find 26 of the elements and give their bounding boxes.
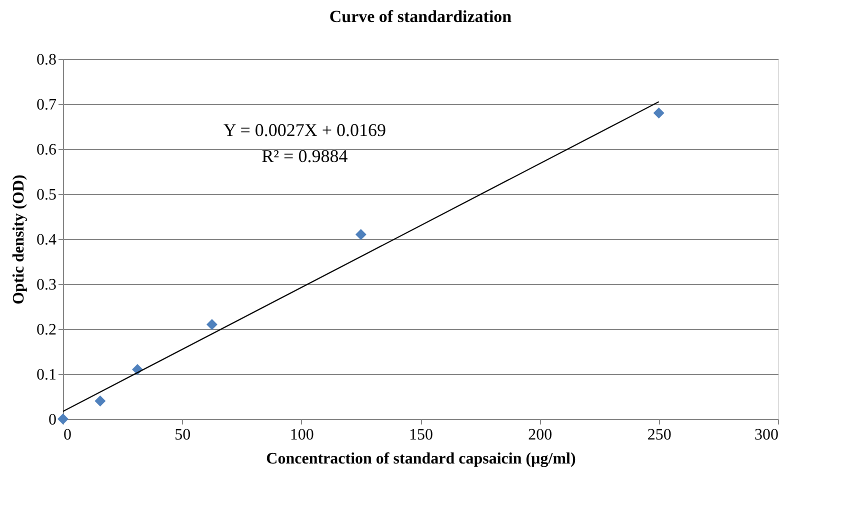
x-axis-title: Concentraction of standard capsaicin (µg/ml) xyxy=(266,450,576,468)
x-tick-label: 150 xyxy=(409,426,433,444)
y-tick-label: 0 xyxy=(48,412,56,428)
x-tick-label: 250 xyxy=(647,426,672,444)
y-tick-label: 0.1 xyxy=(36,366,56,384)
point xyxy=(653,108,664,118)
point xyxy=(206,319,218,330)
x-tick-label: 100 xyxy=(290,426,314,444)
y-tick-label: 0.5 xyxy=(36,186,56,204)
y-tick-label: 0.3 xyxy=(36,276,56,294)
point xyxy=(355,229,366,240)
annotation: R² = 0.9884 xyxy=(262,146,348,166)
x-tick-label: 200 xyxy=(528,426,552,444)
point xyxy=(58,414,68,424)
chart-title: Curve of standardization xyxy=(329,7,512,26)
annotation: Y = 0.0027X + 0.0169 xyxy=(223,120,386,140)
x-tick-label: 300 xyxy=(754,426,778,444)
x-tick-label: 0 xyxy=(64,426,72,444)
x-tick-label: 50 xyxy=(174,426,191,444)
y-tick-label: 0.2 xyxy=(36,322,56,338)
y-tick-label: 0.7 xyxy=(36,96,56,114)
y-axis-title: Optic density (OD) xyxy=(10,174,28,304)
y-tick-label: 0.6 xyxy=(36,142,56,158)
y-tick-label: 0.8 xyxy=(36,52,56,68)
y-tick-label: 0.4 xyxy=(36,232,56,248)
point xyxy=(94,396,106,406)
